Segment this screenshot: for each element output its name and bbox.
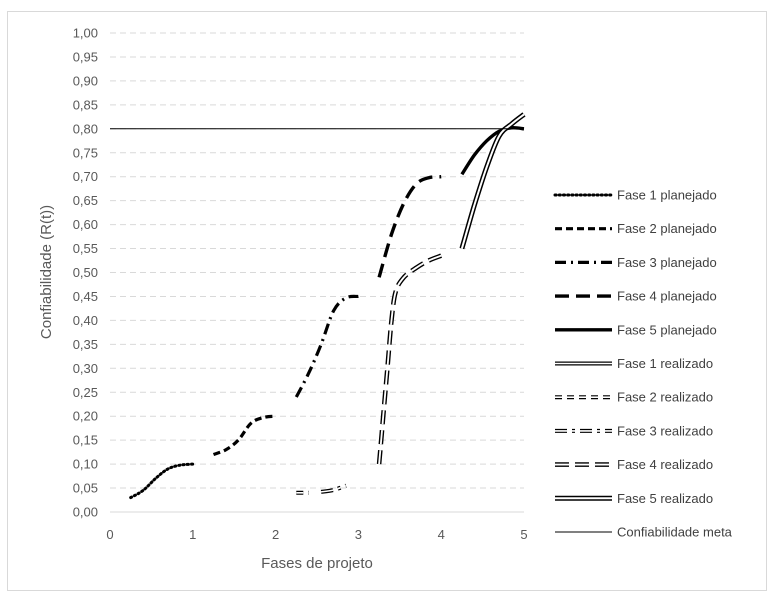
x-tick-label: 2 (272, 527, 279, 542)
series-line (459, 112, 526, 250)
series-line (129, 462, 195, 500)
y-tick-label: 0,85 (73, 97, 98, 112)
y-tick-label: 0,05 (73, 481, 98, 496)
x-tick-label: 5 (520, 527, 527, 542)
series-line (377, 175, 442, 278)
y-tick-label: 0,50 (73, 265, 98, 280)
y-tick-label: 0,60 (73, 217, 98, 232)
y-tick-label: 0,55 (73, 241, 98, 256)
x-axis-title: Fases de projeto (261, 555, 373, 572)
legend-entry-label: Fase 4 realizado (617, 457, 713, 472)
y-tick-label: 0,30 (73, 361, 98, 376)
y-tick-label: 0,80 (73, 121, 98, 136)
legend-entry-label: Confiabilidade meta (617, 525, 733, 540)
x-tick-label: 3 (355, 527, 362, 542)
y-tick-label: 0,70 (73, 169, 98, 184)
legend-entry-label: Fase 2 realizado (617, 390, 713, 405)
legend-entry-label: Fase 2 planejado (617, 221, 717, 236)
series-line (212, 414, 276, 457)
y-tick-label: 0,75 (73, 145, 98, 160)
y-tick-label: 0,20 (73, 409, 98, 424)
series-line (460, 126, 525, 176)
x-tick-label: 1 (189, 527, 196, 542)
x-axis-tick-labels: 0 1 2 3 4 5 (106, 527, 527, 542)
legend: Fase 1 planejado Fase 2 planejado Fase 3 p… (553, 188, 733, 540)
legend-entry-label: Fase 5 planejado (617, 322, 717, 337)
y-tick-label: 0,35 (73, 337, 98, 352)
series-line (320, 483, 347, 494)
legend-entry-label: Fase 3 planejado (617, 255, 717, 270)
y-tick-label: 0,65 (73, 193, 98, 208)
y-tick-label: 0,15 (73, 433, 98, 448)
legend-entry-label: Fase 3 realizado (617, 423, 713, 438)
legend-entry-label: Fase 1 realizado (617, 356, 713, 371)
legend-entry-label: Fase 4 planejado (617, 289, 717, 304)
y-axis-title: Confiabilidade (R(t)) (38, 205, 55, 339)
y-tick-label: 0,90 (73, 73, 98, 88)
series-line (294, 294, 359, 398)
y-tick-label: 1,00 (73, 26, 98, 41)
y-tick-label: 0,25 (73, 385, 98, 400)
y-tick-label: 0,10 (73, 457, 98, 472)
y-tick-label: 0,95 (73, 49, 98, 64)
y-tick-label: 0,40 (73, 313, 98, 328)
y-tick-label: 0,00 (73, 505, 98, 520)
x-tick-label: 4 (438, 527, 445, 542)
y-axis-tick-labels: 0,00 0,05 0,10 0,15 0,20 0,25 0,30 0,35 0,40 0,45… (73, 26, 98, 520)
series-line (376, 253, 443, 465)
y-tick-label: 0,45 (73, 289, 98, 304)
grid-lines (110, 32, 524, 513)
x-tick-label: 0 (106, 527, 113, 542)
legend-entry-label: Fase 1 planejado (617, 188, 717, 203)
series-lines (110, 112, 526, 500)
chart-frame (7, 11, 767, 591)
legend-entry-label: Fase 5 realizado (617, 491, 713, 506)
